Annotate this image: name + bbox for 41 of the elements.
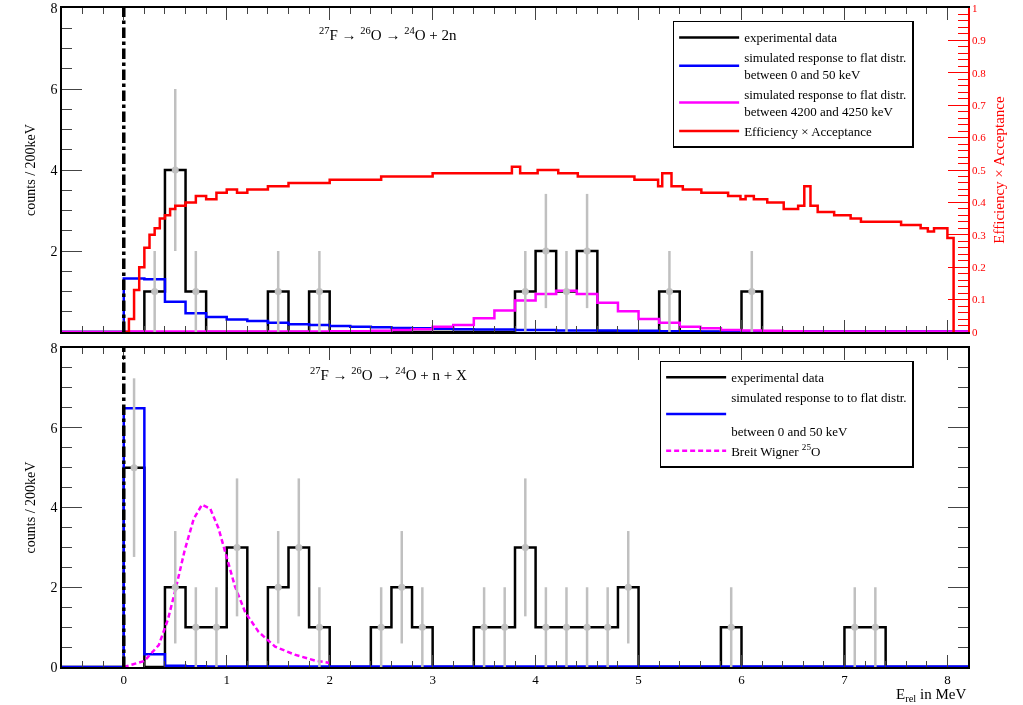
- y-tick-label: 8: [50, 0, 58, 16]
- x-tick-label: 2: [326, 672, 333, 688]
- y-tick-label: 4: [50, 162, 58, 178]
- text: simulated response to to flat distr. between 0 and 50 keV: [731, 390, 907, 439]
- y-axis-title: counts / 200keV: [22, 461, 38, 554]
- y2-tick-label: 0: [971, 325, 978, 338]
- x-tick-label: 3: [429, 672, 436, 688]
- legend-label: experimental data: [744, 30, 838, 46]
- x-tick-label: 7: [841, 672, 849, 688]
- x-tick-label: 8: [944, 672, 951, 688]
- y2-tick-label: 0.1: [971, 293, 986, 306]
- y-tick-label: 2: [50, 243, 58, 259]
- y-tick-label: 6: [50, 81, 58, 97]
- y2-tick-label: 0.4: [971, 196, 987, 209]
- legend-label: experimental data: [731, 370, 825, 386]
- x-tick-label: 5: [635, 672, 642, 688]
- y-tick-label: 6: [50, 420, 58, 436]
- y2-tick-label: 0.7: [971, 99, 987, 112]
- y2-tick-label: 0.9: [971, 34, 987, 47]
- legend-label: Breit Wigner $^{25}$O: [731, 442, 821, 459]
- y-axis-title: counts / 200keV: [22, 124, 38, 216]
- y-tick-label: 4: [50, 500, 58, 516]
- x-tick-label: 4: [532, 672, 540, 688]
- x-tick-label: 6: [738, 672, 746, 688]
- y2-axis-title: Efficiency × Acceptance: [990, 96, 1007, 244]
- y-tick-label: 8: [50, 340, 58, 356]
- y2-tick-label: 0.5: [971, 163, 987, 176]
- annotation: $^{27}$F → $^{26}$O → $^{24}$O + 2n: [319, 25, 457, 44]
- y2-tick-label: 0.8: [971, 66, 987, 79]
- x-axis-title: E$_{rel}$ in MeV: [896, 686, 967, 705]
- legend-label: Efficiency × Acceptance: [744, 123, 872, 139]
- y2-tick-label: 0.2: [971, 261, 986, 274]
- y2-tick-label: 1: [971, 1, 978, 14]
- y2-tick-label: 0.3: [971, 228, 987, 241]
- annotation: $^{27}$F → $^{26}$O → $^{24}$O + n + X: [310, 365, 467, 384]
- x-tick-label: 0: [120, 672, 128, 688]
- y-tick-label: 0: [50, 659, 58, 675]
- y-tick-label: 2: [50, 580, 58, 596]
- legend-label: simulated response to flat distr. between 4200 and 4250 keV: [744, 87, 907, 120]
- y2-tick-label: 0.6: [971, 131, 987, 144]
- x-tick-label: 1: [223, 672, 230, 688]
